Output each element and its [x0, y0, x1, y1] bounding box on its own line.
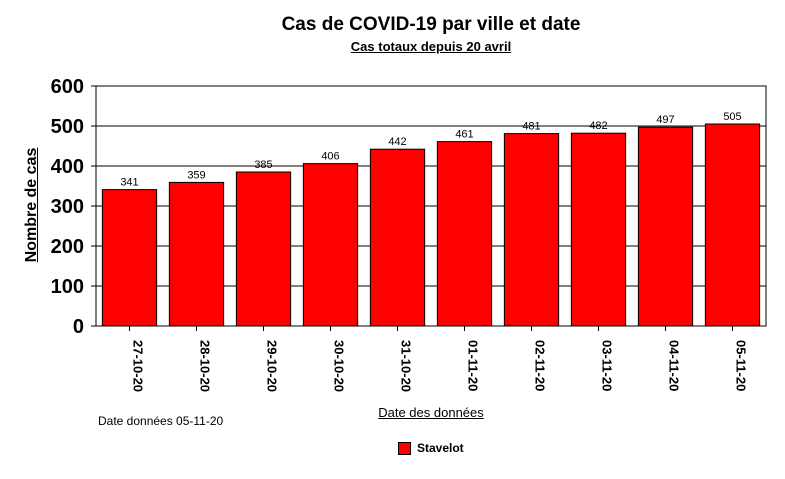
data-label: 481: [522, 121, 540, 133]
data-label: 341: [120, 177, 138, 189]
x-tick-label: 03-11-20: [600, 340, 615, 391]
y-tick-label: 100: [51, 276, 84, 298]
data-label: 442: [388, 136, 406, 148]
data-label: 505: [723, 111, 741, 123]
x-tick-label: 05-11-20: [734, 340, 749, 391]
x-axis-label: Date des données: [378, 405, 484, 420]
data-label: 461: [455, 129, 473, 141]
y-tick-label: 0: [73, 316, 84, 338]
bar: [168, 181, 225, 327]
x-tick-label: 29-10-20: [265, 340, 280, 392]
bar: [704, 123, 761, 327]
legend: Stavelot: [398, 441, 464, 455]
bar: [369, 148, 426, 327]
x-tick-label: 30-10-20: [332, 340, 347, 392]
bar: [637, 126, 694, 327]
x-tick-label: 31-10-20: [399, 340, 414, 392]
bar: [436, 141, 493, 327]
data-label: 385: [254, 159, 272, 171]
bar: [101, 189, 158, 327]
data-label: 497: [656, 114, 674, 126]
chart-title: Cas de COVID-19 par ville et date: [281, 14, 581, 35]
y-tick-label: 400: [51, 156, 84, 178]
data-label: 406: [321, 151, 339, 163]
data-label: 359: [187, 169, 205, 181]
bar: [570, 132, 627, 327]
bar: [235, 171, 292, 327]
data-date-note: Date données 05-11-20: [98, 414, 224, 428]
x-tick-label: 02-11-20: [533, 340, 548, 391]
y-tick-label: 300: [51, 196, 84, 218]
data-label: 482: [589, 120, 607, 132]
x-tick-label: 27-10-20: [131, 340, 146, 392]
y-tick-label: 200: [51, 236, 84, 258]
legend-label-stavelot: Stavelot: [417, 441, 464, 455]
bar: [302, 163, 359, 327]
y-tick-label: 600: [51, 76, 84, 98]
legend-swatch-stavelot: [398, 441, 411, 455]
x-tick-label: 01-11-20: [466, 340, 481, 391]
x-tick-label: 28-10-20: [198, 340, 213, 392]
x-tick-label: 04-11-20: [667, 340, 682, 391]
chart-subtitle: Cas totaux depuis 20 avril: [0, 39, 785, 54]
y-tick-label: 500: [51, 116, 84, 138]
chart-subtitle-text: Cas totaux depuis 20 avril: [350, 39, 512, 54]
bar: [503, 133, 560, 327]
